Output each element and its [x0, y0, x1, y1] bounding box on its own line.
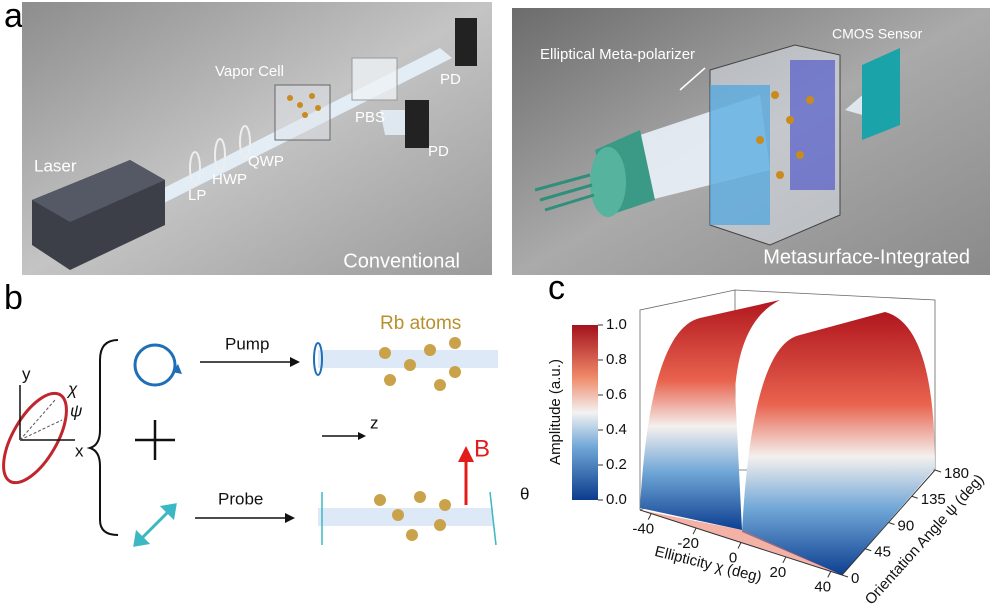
- vapor-cell: [274, 84, 331, 141]
- axis: [19, 419, 63, 441]
- laser-face: [590, 147, 626, 217]
- colorbar-tick-label: 0.4: [606, 421, 627, 438]
- arrow: [172, 364, 182, 374]
- x-tick-label: -20: [677, 535, 699, 552]
- metasurface: [790, 60, 835, 190]
- x-tick-label: 0: [729, 549, 737, 566]
- atoms: [287, 93, 321, 118]
- colorbar-tick-label: 0.8: [606, 351, 627, 368]
- label: PD: [440, 71, 461, 88]
- plus: [135, 420, 175, 460]
- y-tick-label: 0: [851, 570, 859, 587]
- x-tick-label: 20: [770, 564, 787, 581]
- optic: [189, 151, 201, 185]
- brace: [86, 339, 119, 536]
- x-tick-label: -40: [632, 521, 654, 538]
- caption: Conventional: [343, 250, 460, 272]
- tick: [827, 571, 832, 578]
- y-tick-label: 180: [944, 465, 969, 482]
- label: Rb atoms: [380, 313, 461, 334]
- colorbar: [572, 325, 598, 500]
- surface: [742, 312, 935, 575]
- tick: [737, 542, 742, 549]
- optic: [239, 125, 251, 159]
- detector: [455, 18, 477, 66]
- tick: [841, 574, 849, 578]
- optic: [214, 138, 226, 172]
- tick: [692, 527, 697, 535]
- beam: [318, 350, 498, 368]
- label: y: [22, 364, 31, 383]
- pbs: [351, 57, 398, 101]
- colorbar-title: Amplitude (a.u.): [547, 359, 564, 465]
- pins: [534, 173, 595, 212]
- polarization: [313, 342, 323, 376]
- metasurface: [710, 85, 770, 225]
- label: Elliptical Meta-polarizer: [540, 46, 695, 63]
- panel-label: c: [548, 269, 565, 307]
- label: PBS: [355, 109, 385, 126]
- polarization-ellipse: [2, 391, 68, 485]
- x-tick-label: 40: [814, 578, 831, 595]
- label: LP: [188, 187, 206, 204]
- x-axis-label: Ellipticity χ (deg): [653, 543, 763, 586]
- y-tick-label: 90: [898, 517, 915, 534]
- panel-label: a: [4, 0, 23, 35]
- tick: [934, 469, 942, 473]
- label: QWP: [248, 153, 284, 170]
- atoms: [374, 337, 461, 541]
- label: PD: [428, 143, 449, 160]
- tick: [888, 522, 895, 525]
- label: ψ: [70, 401, 82, 420]
- y-tick-label: 135: [921, 491, 946, 508]
- tick: [911, 495, 918, 499]
- colorbar-tick-label: 0.6: [606, 386, 627, 403]
- colorbar-tick-label: 1.0: [606, 316, 627, 333]
- label: B: [474, 435, 490, 462]
- colorbar-tick-label: 0.0: [606, 491, 627, 508]
- beam: [318, 508, 493, 526]
- label: Pump: [225, 334, 269, 353]
- label: Probe: [218, 489, 263, 508]
- label: θ: [520, 484, 529, 503]
- detector: [405, 100, 429, 148]
- sensor: [862, 48, 900, 140]
- axis: [19, 399, 56, 441]
- linear-polarization: [133, 503, 177, 547]
- label: χ: [66, 379, 78, 398]
- tick: [782, 556, 787, 564]
- label: HWP: [212, 171, 247, 188]
- atoms: [756, 91, 814, 179]
- surface: [640, 300, 780, 530]
- polarization: [489, 491, 497, 546]
- laser-top: [32, 160, 165, 222]
- label: x: [75, 441, 84, 460]
- label: Laser: [34, 156, 77, 175]
- label: z: [370, 413, 379, 432]
- y-tick-label: 45: [874, 544, 891, 561]
- tick: [647, 513, 652, 520]
- label: Vapor Cell: [215, 63, 284, 80]
- panel-label: b: [4, 279, 23, 317]
- tick: [865, 548, 872, 552]
- pointer: [679, 67, 706, 91]
- colorbar-tick-label: 0.2: [606, 456, 627, 473]
- label: CMOS Sensor: [832, 26, 923, 42]
- circular-polarization: [133, 343, 177, 387]
- caption: Metasurface-Integrated: [763, 246, 970, 268]
